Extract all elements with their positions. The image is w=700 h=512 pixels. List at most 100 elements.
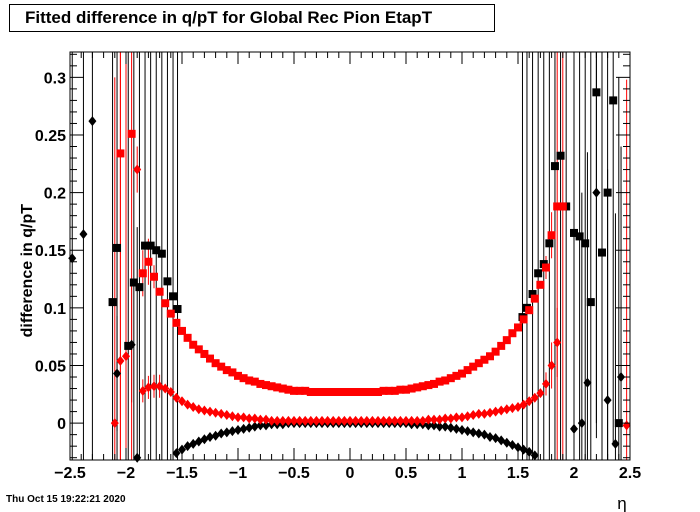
data-point-square [200,349,209,358]
data-point-square [211,359,220,368]
data-point-diamond [385,415,394,426]
y-tick-label: 0.25 [35,128,66,145]
data-point-square [323,388,332,396]
data-point-diamond [138,385,147,396]
data-point-square [284,385,293,394]
data-point-square [553,202,562,211]
data-point-diamond [402,415,410,426]
data-point-diamond [206,431,214,442]
data-point-diamond [113,368,122,379]
data-point-diamond [486,407,494,418]
y-tick-label: 0 [57,416,66,433]
data-point-square [346,388,354,396]
data-point-diamond [536,388,545,399]
data-point-diamond [430,414,438,425]
data-point-square [301,386,310,395]
data-point-square [424,381,433,390]
axis-ticks: −2.5 −2 −1.5 −1 −0.5 0 0.5 1 1.5 2 2.5 0 0.05 0.1 0.15… [35,52,641,482]
data-point-diamond [611,438,620,449]
data-point-diamond [262,414,270,425]
data-point-square [598,248,606,257]
data-point-diamond [245,422,254,433]
data-point-diamond [362,415,371,426]
data-point-square [609,96,618,105]
x-tick-label: −0.5 [278,465,310,482]
data-point-square [183,333,192,342]
data-point-square [217,362,226,371]
data-point-square [413,383,422,392]
data-point-diamond [491,406,500,417]
data-point-diamond [368,415,377,426]
data-point-square [127,129,136,138]
data-point-diamond [234,425,242,436]
data-point-diamond [525,446,534,457]
data-point-diamond [508,403,517,414]
data-point-square [497,341,506,350]
data-point-square [163,277,172,286]
data-point-square [155,287,164,296]
error-bars [71,52,628,460]
data-point-square [385,386,394,395]
data-point-diamond [469,427,478,438]
data-point-diamond [262,420,270,431]
data-point-diamond [267,415,276,426]
data-point-square [116,149,125,158]
data-point-diamond [622,420,631,431]
x-tick-label: 1.5 [507,465,529,482]
data-point-square [486,352,494,361]
data-point-square [514,323,522,332]
data-point-diamond [161,383,170,394]
y-axis-label: difference in q/pT [19,204,36,338]
data-point-square [525,306,534,315]
data-point-diamond [329,415,338,426]
data-point-diamond [211,407,220,418]
data-point-square [173,305,182,314]
data-point-square [334,388,343,396]
x-tick-label: 1 [458,465,467,482]
data-point-diamond [357,415,366,426]
data-point-square [228,368,237,377]
data-point-diamond [334,415,343,426]
data-point-square [474,359,483,368]
data-point-diamond [452,412,461,423]
data-markers [68,88,631,463]
data-point-diamond [88,116,97,127]
data-point-diamond [228,411,237,422]
data-point-diamond [390,415,399,426]
data-point-square [556,151,565,160]
data-point-diamond [133,164,142,175]
data-point-square [558,202,567,211]
data-point-square [452,371,461,380]
timestamp: Thu Oct 15 19:22:21 2020 [6,494,126,505]
data-point-diamond [553,337,562,348]
data-point-square [570,228,578,237]
data-point-square [480,355,489,364]
data-point-square [340,388,349,396]
data-point-diamond [239,412,248,423]
data-point-square [135,283,144,292]
data-point-diamond [469,410,478,421]
data-point-diamond [525,396,534,407]
data-point-square [545,239,554,248]
x-tick-label: 0.5 [395,465,417,482]
chart-title: Fitted difference in q/pT for Global Rec… [9,4,495,32]
data-point-square [502,336,511,345]
data-point-diamond [122,351,130,362]
data-point-diamond [583,377,592,388]
data-point-square [278,384,287,393]
data-point-diamond [424,420,433,431]
data-point-square [550,162,559,171]
x-tick-label: −2 [117,465,135,482]
data-point-square [463,366,472,375]
data-point-diamond [200,405,209,416]
data-point-square [222,366,231,375]
data-point-diamond [273,415,282,426]
data-point-diamond [424,414,433,425]
data-point-diamond [458,412,466,423]
data-point-square [534,269,543,278]
data-point-square [306,388,315,396]
data-point-square [390,386,399,395]
data-point-square [418,382,427,391]
data-point-diamond [79,229,88,240]
data-point-diamond [530,450,539,461]
